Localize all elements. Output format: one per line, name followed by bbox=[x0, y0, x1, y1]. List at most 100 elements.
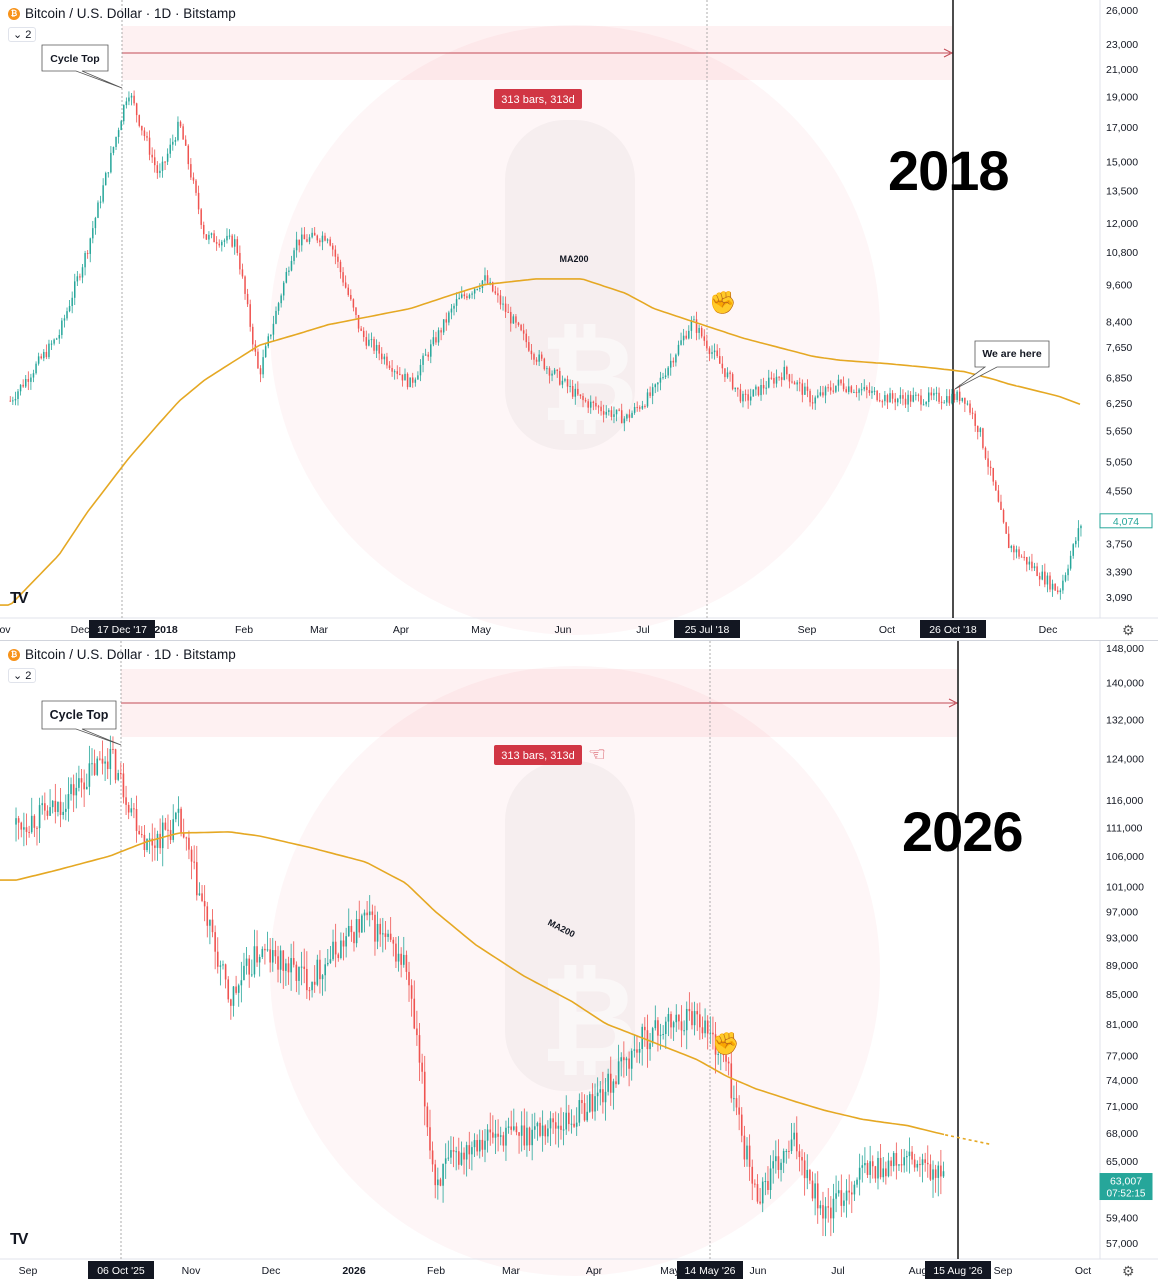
candle-body bbox=[17, 818, 20, 823]
gear-icon[interactable]: ⚙ bbox=[1122, 622, 1135, 638]
candle-body bbox=[853, 1184, 856, 1195]
candle-body bbox=[236, 239, 239, 253]
candle-body bbox=[190, 849, 193, 862]
candle-body bbox=[46, 810, 49, 816]
pointing-hand-icon: ☜ bbox=[588, 744, 606, 766]
candle-body bbox=[1002, 509, 1005, 523]
candle-body bbox=[751, 1166, 754, 1184]
candle-body bbox=[932, 1169, 934, 1180]
candle-body bbox=[1044, 571, 1046, 585]
candle-body bbox=[130, 95, 133, 98]
candle-body bbox=[708, 348, 711, 354]
tradingview-logo[interactable]: TV bbox=[10, 590, 29, 607]
candle-body bbox=[615, 1081, 617, 1085]
candle-body bbox=[907, 394, 909, 405]
candle-body bbox=[801, 1157, 803, 1161]
candle-body bbox=[1018, 549, 1020, 557]
candle-body bbox=[1028, 561, 1031, 565]
candle-body bbox=[515, 1126, 518, 1133]
candle-body bbox=[760, 384, 762, 396]
candle-body bbox=[75, 787, 78, 796]
candle-body bbox=[399, 373, 401, 375]
candle-body bbox=[492, 1132, 494, 1138]
candle-body bbox=[672, 360, 675, 363]
symbol-title[interactable]: Bitcoin / U.S. Dollar · 1D · Bitstamp bbox=[25, 6, 236, 21]
candle-body bbox=[484, 1140, 486, 1150]
candle-body bbox=[876, 390, 878, 401]
candle-body bbox=[120, 121, 122, 131]
candle-body bbox=[974, 413, 976, 426]
candle-body bbox=[528, 342, 530, 351]
candle-body bbox=[269, 949, 271, 963]
ma200-line bbox=[0, 831, 945, 1136]
candle-body bbox=[28, 832, 30, 834]
candle-body bbox=[279, 950, 282, 970]
candle-body bbox=[261, 948, 264, 957]
gear-icon[interactable]: ⚙ bbox=[1122, 1263, 1135, 1279]
candle-body bbox=[926, 1162, 929, 1165]
candle-body bbox=[337, 256, 339, 262]
candle-body bbox=[557, 1125, 560, 1129]
cycle-top-callout bbox=[41, 700, 122, 746]
candle-body bbox=[251, 974, 253, 976]
candle-body bbox=[796, 382, 798, 385]
candle-body bbox=[486, 1129, 489, 1141]
candle-body bbox=[706, 340, 708, 349]
candle-body bbox=[391, 368, 393, 372]
chart-canvas-2026[interactable]: ₿313 bars, 313d ☜MA200✊Cycle Top148,00014… bbox=[0, 641, 1158, 1280]
candle-body bbox=[773, 378, 775, 384]
candle-body bbox=[600, 406, 602, 412]
candle-body bbox=[164, 161, 166, 163]
time-tick-label: Dec bbox=[1039, 624, 1058, 636]
last-price-label: 63,007 bbox=[1110, 1176, 1142, 1188]
candle-body bbox=[917, 394, 920, 396]
candle-body bbox=[837, 1190, 840, 1194]
candle-body bbox=[107, 172, 110, 174]
candle-body bbox=[342, 940, 345, 947]
candle-body bbox=[602, 1089, 604, 1103]
candle-body bbox=[405, 954, 408, 972]
candle-body bbox=[743, 1135, 746, 1160]
symbol-title[interactable]: Bitcoin / U.S. Dollar · 1D · Bitstamp bbox=[25, 647, 236, 662]
candle-body bbox=[662, 377, 664, 379]
candle-body bbox=[639, 407, 641, 409]
candle-body bbox=[866, 387, 868, 391]
candle-body bbox=[161, 161, 164, 171]
candle-body bbox=[66, 311, 68, 319]
candle-body bbox=[578, 1100, 581, 1123]
candle-body bbox=[280, 295, 282, 304]
candle-body bbox=[319, 240, 321, 243]
candle-body bbox=[188, 837, 190, 850]
candle-body bbox=[840, 1190, 843, 1206]
candle-body bbox=[264, 948, 266, 951]
indicator-collapse-button[interactable]: ⌄ 2 bbox=[8, 668, 37, 683]
candle-body bbox=[703, 336, 706, 341]
candle-body bbox=[208, 234, 210, 240]
candle-body bbox=[70, 784, 72, 795]
candle-body bbox=[277, 956, 279, 970]
candle-body bbox=[824, 387, 827, 396]
candle-body bbox=[382, 933, 384, 935]
candle-body bbox=[374, 914, 376, 942]
candle-body bbox=[387, 933, 389, 937]
candle-body bbox=[693, 1011, 696, 1026]
time-tick-label: Jul bbox=[636, 624, 649, 636]
candle-body bbox=[159, 833, 161, 849]
candle-body bbox=[71, 297, 73, 307]
candle-body bbox=[345, 936, 347, 947]
candle-body bbox=[444, 1158, 447, 1164]
candle-body bbox=[933, 393, 935, 396]
candle-body bbox=[951, 393, 953, 404]
candle-body bbox=[559, 371, 561, 385]
candle-body bbox=[607, 1073, 609, 1092]
candle-body bbox=[895, 1153, 898, 1166]
candle-body bbox=[568, 1112, 570, 1125]
candle-body bbox=[790, 1139, 793, 1152]
candle-body bbox=[326, 239, 329, 241]
tradingview-logo[interactable]: TV bbox=[10, 1231, 29, 1248]
candle-body bbox=[1080, 525, 1082, 529]
chart-canvas-2018[interactable]: ₿ 313 bars, 313d MA200 ✊ Cycle Top We are her… bbox=[0, 0, 1158, 640]
indicator-collapse-button[interactable]: ⌄ 2 bbox=[8, 27, 37, 42]
candle-body bbox=[742, 393, 744, 402]
candle-body bbox=[879, 1157, 882, 1178]
